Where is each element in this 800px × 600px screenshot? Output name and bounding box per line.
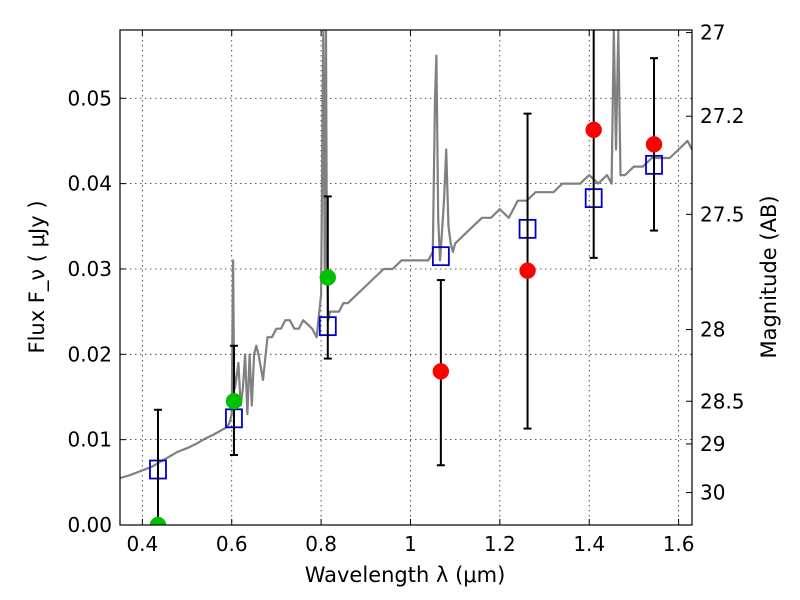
plot-area — [120, 30, 692, 525]
y2-tick-label: 28 — [700, 318, 725, 342]
y2-tick-label: 27.5 — [700, 202, 745, 226]
data-point — [319, 269, 337, 286]
y-tick-label: 0.02 — [67, 342, 112, 366]
y2-axis-label: Magnitude (AB) — [757, 195, 781, 358]
model-square-marker — [431, 246, 450, 267]
x-axis-label: Wavelength λ (μm) — [305, 563, 506, 587]
x-tick-label: 0.8 — [305, 532, 337, 556]
y-tick-label: 0.03 — [67, 257, 112, 281]
spectrum-line — [120, 30, 692, 480]
x-tick-label: 1.6 — [663, 532, 695, 556]
y2-tick-label: 30 — [700, 481, 725, 505]
x-tick-label: 1.2 — [484, 532, 516, 556]
x-tick-label: 1 — [404, 532, 417, 556]
data-point — [645, 136, 663, 153]
data-point — [225, 393, 243, 410]
y2-tick-label: 27 — [700, 21, 725, 45]
y-axis-label: Flux F_ν ( μJy ) — [25, 200, 50, 353]
y2-tick-label: 28.5 — [700, 389, 745, 413]
axis-ticks: 0.4 0.6 0.8 1 1.2 1.4 1.6 0.00 0.01 0.02 0.03 0.04 0… — [67, 21, 744, 556]
y-tick-label: 0.00 — [67, 513, 112, 537]
data-point — [519, 262, 536, 279]
data-point — [432, 363, 450, 380]
x-tick-label: 0.6 — [216, 532, 248, 556]
data-point — [585, 121, 602, 139]
data-point — [149, 516, 167, 525]
y-tick-label: 0.05 — [67, 86, 112, 110]
x-tick-label: 1.4 — [573, 532, 605, 556]
y-tick-label: 0.01 — [67, 428, 112, 452]
plot-frame — [119, 29, 693, 526]
y-tick-label: 0.04 — [67, 172, 112, 196]
gridlines — [120, 30, 692, 525]
x-tick-label: 0.4 — [126, 532, 158, 556]
y2-tick-label: 27.2 — [700, 104, 745, 128]
y2-tick-label: 29 — [700, 432, 725, 456]
